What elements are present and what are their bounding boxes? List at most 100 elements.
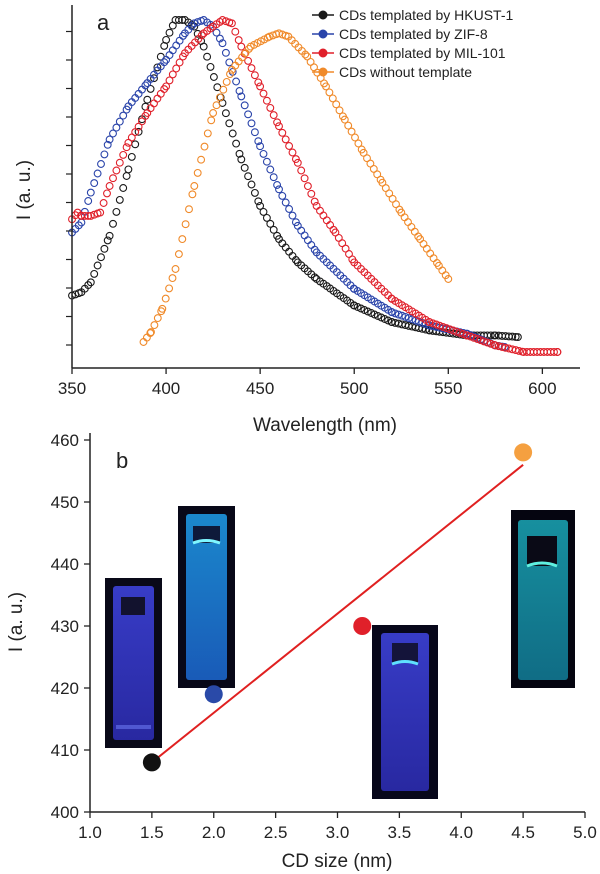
panel-b-y-ticks: 400 410 420 430 440 450 460 xyxy=(51,431,90,822)
series-3-point xyxy=(244,56,253,65)
series-2-point xyxy=(237,92,246,101)
series-2-point xyxy=(225,58,234,67)
series-3-point xyxy=(278,128,287,137)
panel-b-y-axis-title: I (a. u.) xyxy=(6,592,27,652)
series-4-point xyxy=(203,129,212,138)
series-1-point xyxy=(291,256,300,264)
series-4-point xyxy=(188,190,197,199)
series-1-point xyxy=(193,29,202,38)
y-tick-label: 450 xyxy=(51,493,79,512)
series-2-point xyxy=(297,226,306,235)
panel-a-spectra: a 350 400 450 500 550 600 Wavelength (nm) I (… xyxy=(14,5,580,436)
series-1-point xyxy=(153,63,162,72)
series-3-point xyxy=(150,99,158,108)
series-2-point xyxy=(262,157,271,166)
series-1-point xyxy=(240,163,249,172)
series-4-point xyxy=(429,254,438,263)
series-2-point xyxy=(394,310,403,319)
series-4-point xyxy=(351,133,359,142)
series-1-point xyxy=(266,219,275,228)
panel-a-x-ticks: 350 400 450 500 550 600 xyxy=(58,368,557,398)
y-tick-label: 460 xyxy=(51,431,79,450)
series-4-point xyxy=(200,142,209,151)
series-1-point xyxy=(247,180,256,189)
series-3-point xyxy=(103,189,111,198)
series-4-point xyxy=(347,127,356,136)
x-tick-label: 5.0 xyxy=(573,823,597,842)
series-3-point xyxy=(256,82,265,91)
series-3-point xyxy=(269,111,278,120)
series-2-point xyxy=(408,315,417,324)
series-2-point xyxy=(218,39,227,48)
data-point-2 xyxy=(204,685,223,704)
x-tick-label: 2.5 xyxy=(264,823,288,842)
series-3-point xyxy=(480,337,488,346)
series-3-point xyxy=(105,182,114,190)
series-4-point xyxy=(153,314,162,323)
series-1-line xyxy=(68,16,522,342)
series-1-point xyxy=(513,333,522,342)
x-tick-label: 2.0 xyxy=(202,823,226,842)
series-2-point xyxy=(100,150,109,159)
legend-label: CDs templated by MIL-101 xyxy=(339,45,506,61)
legend-item-4: CDs without template xyxy=(312,64,472,80)
series-1-point xyxy=(143,95,152,104)
series-2-point xyxy=(300,231,309,240)
series-1-point xyxy=(206,62,215,71)
series-1-point xyxy=(232,139,241,148)
legend-item-3: CDs templated by MIL-101 xyxy=(312,45,506,61)
series-3-point xyxy=(452,327,461,336)
series-4-point xyxy=(165,284,174,293)
series-2-point xyxy=(141,81,150,90)
series-4-point xyxy=(190,182,199,190)
series-2-point xyxy=(273,181,282,189)
series-1-point xyxy=(97,253,105,262)
series-3-point xyxy=(254,78,263,87)
series-1-point xyxy=(119,184,128,192)
series-4-point xyxy=(340,115,349,124)
series-2-point xyxy=(232,77,241,86)
series-2-point xyxy=(401,312,410,321)
series-3-point xyxy=(175,58,184,67)
series-1-point xyxy=(134,127,143,136)
series-3-point xyxy=(197,31,206,40)
series-1-point xyxy=(127,152,136,161)
legend-marker xyxy=(318,29,328,39)
series-2-point xyxy=(84,197,93,205)
series-4-point xyxy=(139,338,148,346)
series-1-point xyxy=(86,278,95,287)
series-1-point xyxy=(90,269,99,278)
x-tick-label: 3.0 xyxy=(326,823,350,842)
series-2-point xyxy=(307,241,316,249)
y-tick-label: 430 xyxy=(51,617,79,636)
legend-marker xyxy=(318,67,328,77)
panel-b-x-axis-title: CD size (nm) xyxy=(282,851,393,872)
series-3-point xyxy=(115,158,124,167)
cuvette-photo-4 xyxy=(511,510,575,688)
series-3-point xyxy=(459,330,468,339)
series-3-point xyxy=(326,221,335,229)
series-1-point xyxy=(235,149,244,158)
series-4-point xyxy=(275,29,283,38)
series-3-point xyxy=(165,76,174,85)
series-3-point xyxy=(80,211,89,220)
x-tick-label: 500 xyxy=(340,379,368,398)
series-4-point xyxy=(438,266,447,275)
series-4-point xyxy=(158,304,167,313)
panel-a-x-axis-title: Wavelength (nm) xyxy=(253,415,397,436)
series-3-point xyxy=(476,336,485,345)
series-1-point xyxy=(256,201,265,210)
series-4-point xyxy=(207,116,216,125)
series-4-point xyxy=(212,101,221,110)
series-3-point xyxy=(456,328,464,337)
data-point-1 xyxy=(142,753,161,772)
series-1-point xyxy=(162,35,171,44)
series-2-point xyxy=(190,19,199,28)
series-3-point xyxy=(281,135,290,144)
x-tick-label: 450 xyxy=(246,379,274,398)
series-2-point xyxy=(247,119,256,128)
series-1-point xyxy=(508,332,517,341)
legend-label: CDs templated by ZIF-8 xyxy=(339,26,488,42)
panel-a-y-ticks xyxy=(66,30,72,346)
